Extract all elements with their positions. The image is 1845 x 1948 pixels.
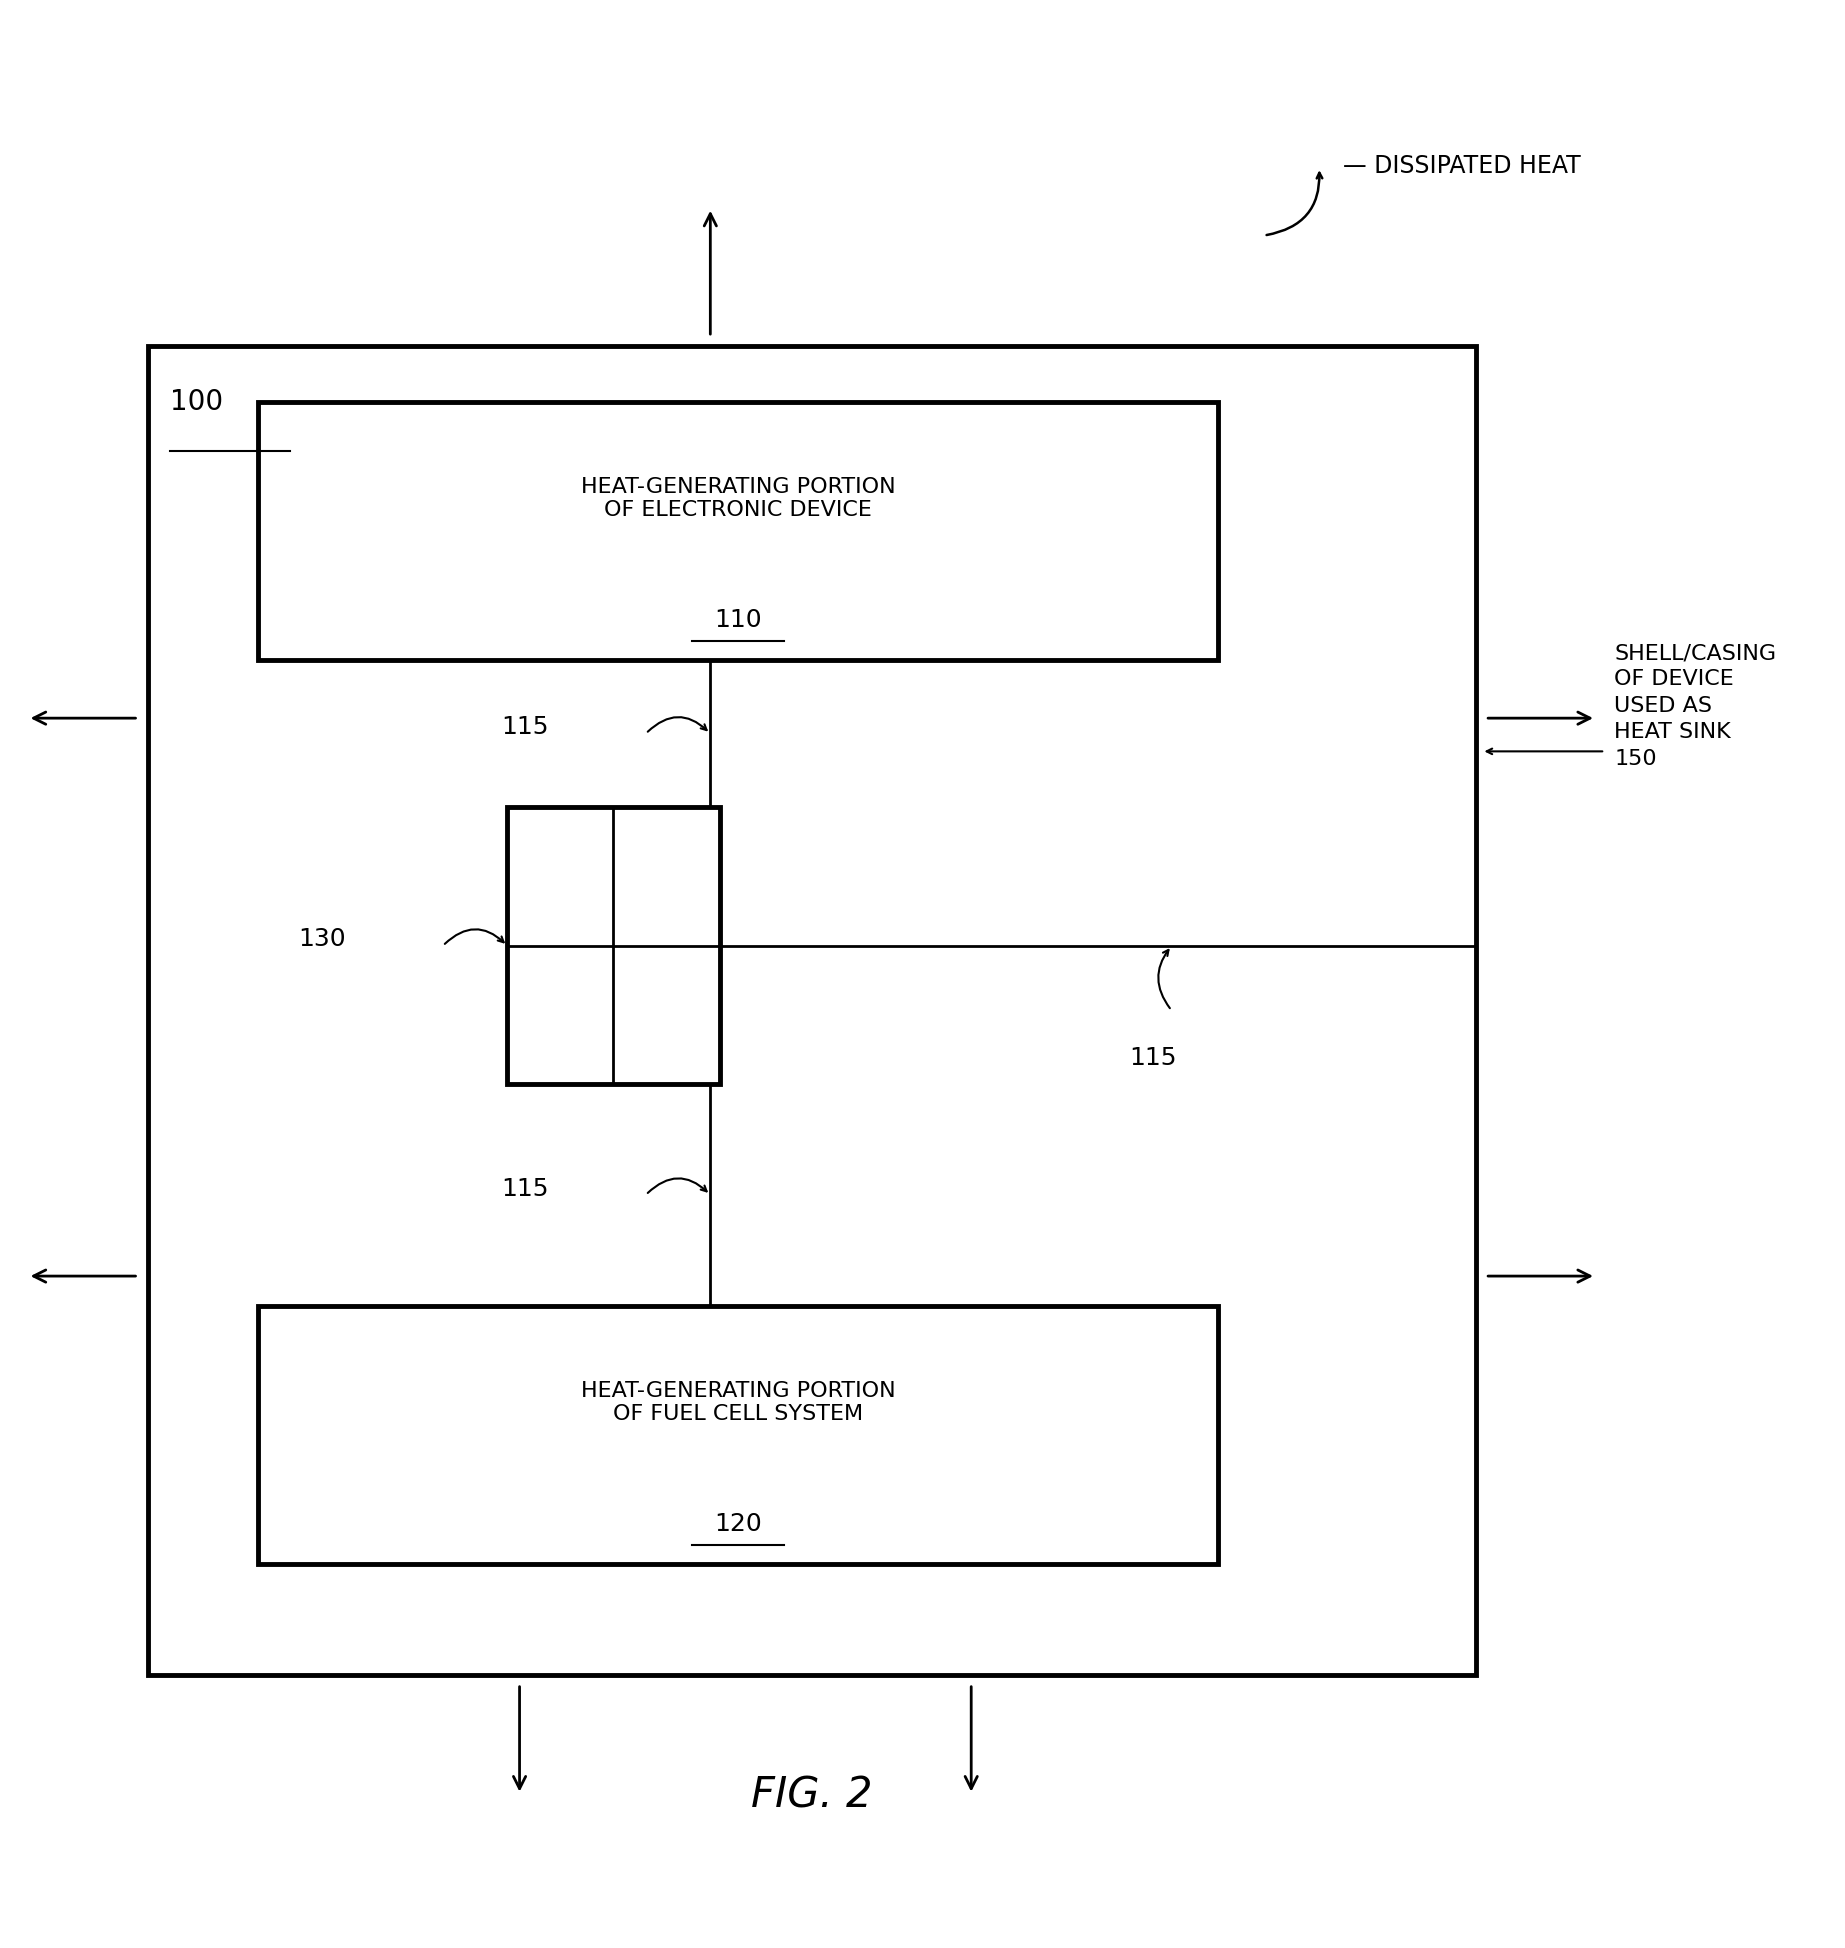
Bar [258, 403, 1218, 660]
Text: 120: 120 [714, 1512, 762, 1535]
Text: 100: 100 [170, 388, 223, 415]
Text: HEAT-GENERATING PORTION
OF FUEL CELL SYSTEM: HEAT-GENERATING PORTION OF FUEL CELL SYS… [581, 1381, 895, 1424]
Text: HEAT-GENERATING PORTION
OF ELECTRONIC DEVICE: HEAT-GENERATING PORTION OF ELECTRONIC DE… [581, 477, 895, 520]
Bar [258, 1305, 1218, 1564]
Text: 115: 115 [1129, 1044, 1177, 1069]
Text: SHELL/CASING
OF DEVICE
USED AS
HEAT SINK
150: SHELL/CASING OF DEVICE USED AS HEAT SINK… [1614, 643, 1777, 768]
Text: FIG. 2: FIG. 2 [751, 1773, 873, 1816]
Bar [148, 347, 1476, 1675]
Text: 115: 115 [502, 715, 550, 738]
Text: 130: 130 [299, 927, 347, 951]
Text: — DISSIPATED HEAT: — DISSIPATED HEAT [1343, 154, 1581, 179]
Bar [507, 808, 720, 1085]
Text: 110: 110 [714, 608, 762, 631]
Text: 115: 115 [502, 1177, 550, 1200]
